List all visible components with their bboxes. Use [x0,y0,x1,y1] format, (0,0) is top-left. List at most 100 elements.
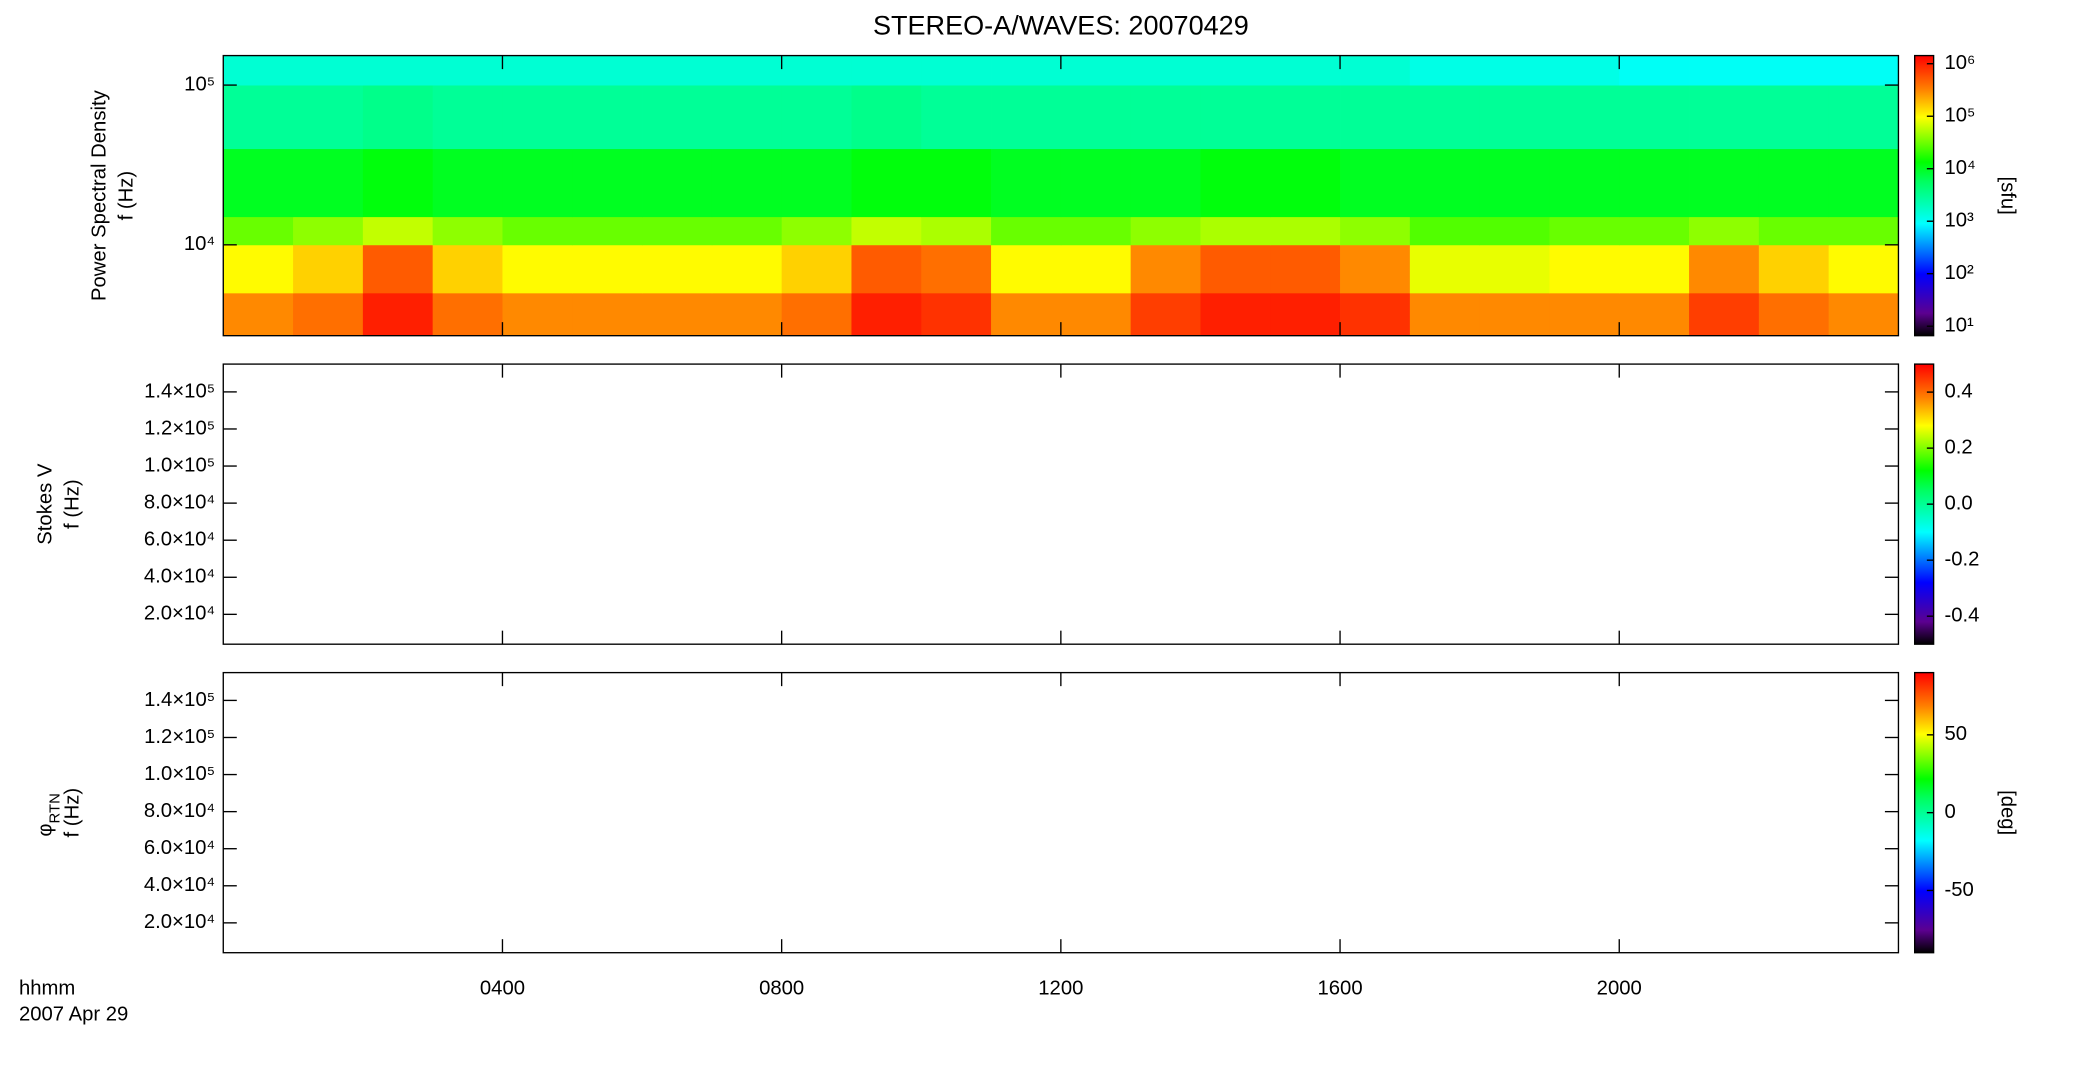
heatmap-cell [502,244,573,294]
y-tick-label: 1.0×10⁵ [144,454,215,476]
heatmap-cell [1828,55,1899,86]
heatmap-cell [1340,244,1411,294]
heatmap-cell [1758,292,1830,337]
heatmap-cell [1689,148,1760,218]
heatmap-cell [1828,292,1899,337]
heatmap-cell [223,216,294,246]
date-label: 2007 Apr 29 [19,1003,128,1025]
heatmap-cell [572,148,643,218]
heatmap-cell [1619,148,1690,218]
y-axis-label: f (Hz) [61,479,83,529]
heatmap-cell [1200,148,1271,218]
heatmap-cell [223,55,294,86]
colorbar [1914,54,1935,337]
y-tick-label: 2.0×10⁴ [144,603,215,625]
heatmap-cell [1549,216,1620,246]
heatmap-cell [1200,216,1271,246]
heatmap-cell [1619,85,1690,150]
heatmap-cell [921,244,992,294]
colorbar-tick-label: 0 [1944,801,1955,823]
heatmap-cell [362,148,434,218]
heatmap-cell [642,55,713,86]
y-axis-label: Power Spectral Density [88,89,110,301]
colorbar-label: [sfu] [1996,176,2018,214]
panel: 2.0×10⁴ 4.0×10⁴ 6.0×10⁴ 8.0×10⁴ 1.0×10⁵ 1.2×1… [19,671,2018,1025]
heatmap-cell [991,292,1062,337]
heatmap-cell [781,148,852,218]
heatmap-cell [1060,216,1132,246]
heatmap-cell [362,85,434,150]
heatmap-cell [1828,85,1899,150]
heatmap-cell [921,85,992,150]
heatmap-cell [1619,292,1690,337]
heatmap-cell [711,292,783,337]
heatmap-cell [1479,55,1550,86]
heatmap-cell [1549,148,1620,218]
heatmap-cell [1479,244,1550,294]
heatmap-cell [223,85,294,150]
heatmap-cell [921,55,992,86]
y-tick-label: 1.0×10⁵ [144,763,215,785]
x-tick-label: 2000 [1597,978,1642,1000]
heatmap-cell [432,216,503,246]
heatmap-cell [1409,216,1481,246]
heatmap-cell [502,216,573,246]
colorbar-tick-label: 10⁶ [1944,52,1975,74]
heatmap-cell [781,292,852,337]
y-tick-label: 6.0×10⁴ [144,529,215,551]
heatmap-cell [642,244,713,294]
colorbar-tick-label: 10³ [1944,210,1974,232]
heatmap-cell [921,148,992,218]
heatmap-cell [1270,244,1341,294]
heatmap-cell [991,85,1062,150]
heatmap-cell [432,292,503,337]
heatmap-cell [1479,292,1550,337]
heatmap-cell [711,216,783,246]
heatmap-cell [991,55,1062,86]
heatmap-cell [642,85,713,150]
heatmap-cell [1130,216,1201,246]
heatmap-cell [1270,85,1341,150]
colorbar-tick-label: 10¹ [1944,315,1974,337]
plot-frame [222,363,1900,645]
heatmap-cell [1758,148,1830,218]
heatmap-cell [711,85,783,150]
colorbar-tick-label: -50 [1944,879,1973,901]
heatmap-cell [851,55,922,86]
heatmap-cell [711,148,783,218]
y-tick-label: 6.0×10⁴ [144,837,215,859]
heatmap-cell [293,292,364,337]
heatmap-cell [921,292,992,337]
y-tick-label: 1.4×10⁵ [144,689,215,711]
heatmap-cell [781,216,852,246]
heatmap-cell [1340,148,1411,218]
y-axis-label: f (Hz) [116,171,138,221]
heatmap-cell [502,85,573,150]
plot-frame [222,671,1900,954]
x-tick-label: 0400 [480,978,525,1000]
heatmap-cell [1340,55,1411,86]
heatmap-cell [851,292,922,337]
heatmap-cell [502,292,573,337]
y-axis-label: f (Hz) [61,788,83,838]
panel: 10⁴ 10⁵ Power Spectral Density f (Hz) 10¹ 10²… [88,52,2018,336]
heatmap-cell [1130,55,1201,86]
heatmap-cell [642,148,713,218]
heatmap-cell [1689,244,1760,294]
panel: 2.0×10⁴ 4.0×10⁴ 6.0×10⁴ 8.0×10⁴ 1.0×10⁵ 1.2×1… [34,363,1979,645]
heatmap-cell [572,216,643,246]
heatmap-cell [293,85,364,150]
heatmap-cell [851,148,922,218]
heatmap-cell [1479,216,1550,246]
colorbar-tick-label: -0.4 [1944,605,1979,627]
heatmap-cell [572,55,643,86]
heatmap-cell [432,148,503,218]
heatmap-cell [293,216,364,246]
heatmap-cell [1200,55,1271,86]
heatmap-cell [1060,244,1132,294]
heatmap-cell [1549,55,1620,86]
heatmap-cell [1549,85,1620,150]
heatmap-cell [1758,216,1830,246]
x-axis-label: hhmm [19,978,75,1000]
heatmap-cell [1340,85,1411,150]
